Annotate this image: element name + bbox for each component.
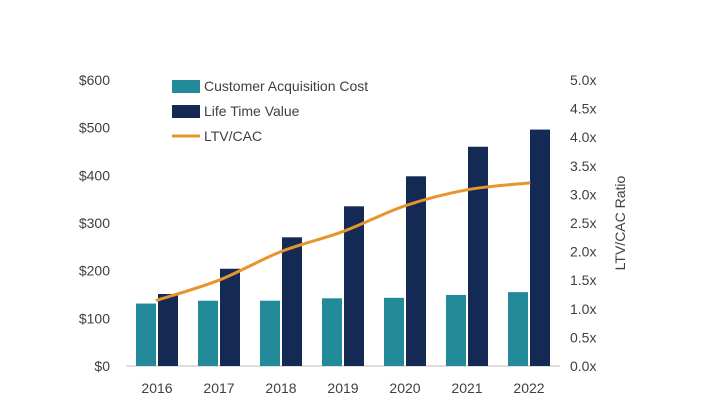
cac-bar — [198, 300, 218, 366]
ltv-bar — [406, 176, 426, 366]
cac-bar — [446, 294, 466, 366]
y-left-tick-label: $300 — [79, 215, 110, 231]
y-left-tick-label: $100 — [79, 310, 110, 326]
cac-bar — [136, 303, 156, 366]
ltv-bar — [530, 129, 550, 366]
y-right-tick-label: 2.5x — [570, 215, 596, 231]
ltv-bar — [158, 294, 178, 366]
y-left-tick-label: $500 — [79, 120, 110, 136]
legend-swatch — [172, 105, 200, 118]
ltv-bar — [220, 268, 240, 366]
x-tick-label: 2021 — [451, 380, 482, 396]
y-right-tick-label: 2.0x — [570, 244, 596, 260]
ltv-bar — [282, 237, 302, 366]
x-tick-label: 2016 — [141, 380, 172, 396]
legend-label: Customer Acquisition Cost — [204, 78, 368, 94]
y-right-tick-label: 1.5x — [570, 272, 596, 288]
y-right-tick-label: 5.0x — [570, 72, 596, 88]
y-left-tick-label: $0 — [94, 358, 110, 374]
ltv-bar — [344, 206, 364, 366]
y-right-tick-label: 4.5x — [570, 101, 596, 117]
cac-bar — [384, 297, 404, 366]
y-left-tick-label: $400 — [79, 167, 110, 183]
x-tick-label: 2018 — [265, 380, 296, 396]
y-right-tick-label: 0.5x — [570, 329, 596, 345]
cac-bar — [508, 292, 528, 366]
y-right-tick-label: 4.0x — [570, 129, 596, 145]
y-right-tick-label: 3.0x — [570, 186, 596, 202]
ltv-cac-ratio-line — [155, 181, 531, 302]
y-right-axis-title: LTV/CAC Ratio — [612, 175, 628, 270]
x-tick-label: 2019 — [327, 380, 358, 396]
legend-label: LTV/CAC — [204, 128, 262, 144]
ltv-bar — [468, 146, 488, 366]
y-left-tick-label: $600 — [79, 72, 110, 88]
legend-label: Life Time Value — [204, 103, 300, 119]
y-right-tick-label: 3.5x — [570, 158, 596, 174]
x-tick-label: 2022 — [513, 380, 544, 396]
x-tick-label: 2020 — [389, 380, 420, 396]
y-right-tick-label: 0.0x — [570, 358, 596, 374]
y-left-tick-label: $200 — [79, 263, 110, 279]
y-right-tick-label: 1.0x — [570, 301, 596, 317]
legend-swatch — [172, 80, 200, 93]
cac-bar — [322, 298, 342, 366]
x-tick-label: 2017 — [203, 380, 234, 396]
cac-bar — [260, 300, 280, 366]
